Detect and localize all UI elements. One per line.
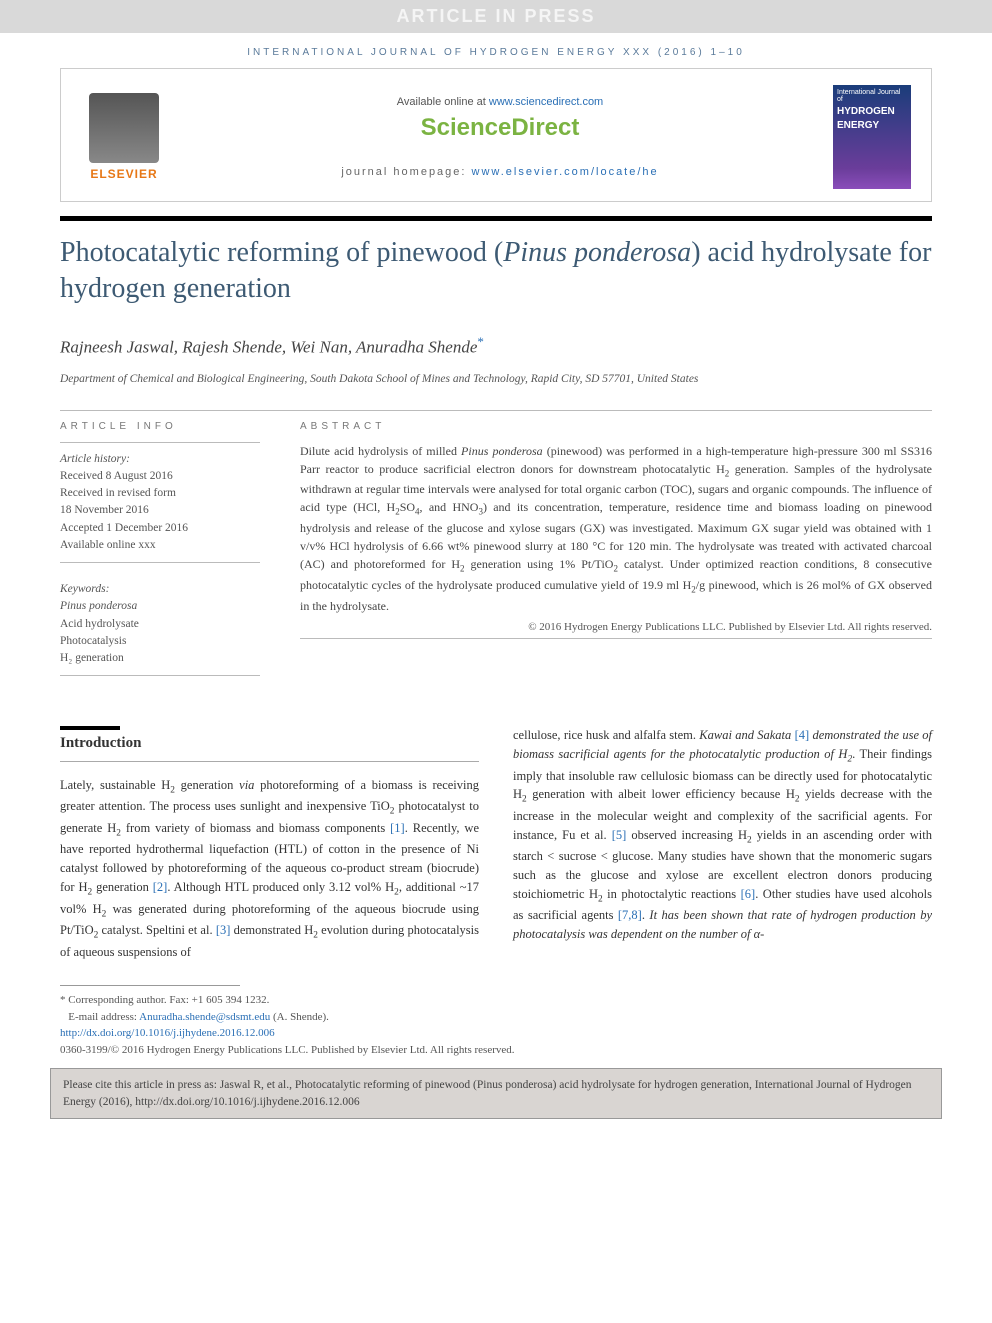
corresponding-author-note: * Corresponding author. Fax: +1 605 394 … [60,992,932,1009]
authors-text: Rajneesh Jaswal, Rajesh Shende, Wei Nan,… [60,337,477,356]
keywords-block: Keywords: Pinus ponderosa Acid hydrolysa… [60,573,260,676]
journal-homepage-link[interactable]: www.elsevier.com/locate/he [472,166,659,178]
abstract-copyright: © 2016 Hydrogen Energy Publications LLC.… [300,619,932,636]
footnotes: * Corresponding author. Fax: +1 605 394 … [60,992,932,1058]
corresponding-asterisk: * [477,334,484,349]
article-info-column: ARTICLE INFO Article history: Received 8… [60,415,260,677]
banner-text: ARTICLE IN PRESS [396,6,595,26]
introduction-heading: Introduction [60,732,479,762]
ref-link-1[interactable]: [1] [390,821,405,835]
ref-link-7-8[interactable]: [7,8] [618,908,642,922]
keyword-1: Pinus ponderosa [60,600,137,612]
received-date: Received 8 August 2016 [60,470,173,482]
abstract-label: ABSTRACT [300,415,932,442]
elsevier-label: ELSEVIER [90,167,157,181]
article-in-press-banner: ARTICLE IN PRESS [0,0,992,33]
intro-paragraph-1: Lately, sustainable H2 generation via ph… [60,776,479,962]
elsevier-logo[interactable]: ELSEVIER [81,93,167,181]
intro-divider-bar [60,726,120,730]
sciencedirect-brand: ScienceDirect [179,114,821,142]
sciencedirect-url-link[interactable]: www.sciencedirect.com [489,96,603,108]
authors-line: Rajneesh Jaswal, Rajesh Shende, Wei Nan,… [60,334,932,358]
online-date: Available online xxx [60,539,156,551]
email-suffix: (A. Shende). [270,1011,329,1023]
keyword-2: Acid hydrolysate [60,618,139,630]
affiliation: Department of Chemical and Biological En… [60,371,932,387]
header-center: Available online at www.sciencedirect.co… [179,96,821,178]
ref-link-4[interactable]: [4] [795,728,810,742]
body-column-right: cellulose, rice husk and alfalfa stem. K… [513,726,932,961]
doi-link[interactable]: http://dx.doi.org/10.1016/j.ijhydene.201… [60,1027,275,1039]
ref-link-6[interactable]: [6] [741,887,756,901]
body-columns: Introduction Lately, sustainable H2 gene… [60,726,932,961]
revised-line2: 18 November 2016 [60,504,149,516]
info-abstract-row: ARTICLE INFO Article history: Received 8… [60,410,932,677]
ref-link-5[interactable]: [5] [612,828,627,842]
journal-homepage-line: journal homepage: www.elsevier.com/locat… [179,166,821,178]
cover-title-2: ENERGY [837,121,907,131]
email-link[interactable]: Anuradha.shende@sdsmt.edu [139,1011,270,1023]
title-divider-bar [60,216,932,221]
revised-line1: Received in revised form [60,487,176,499]
cover-title-1: HYDROGEN [837,107,907,117]
intro-paragraph-2: cellulose, rice husk and alfalfa stem. K… [513,726,932,944]
abstract-text: Dilute acid hydrolysis of milled Pinus p… [300,442,932,639]
journal-cover-thumbnail[interactable]: International Journal of HYDROGEN ENERGY [833,85,911,189]
citation-box: Please cite this article in press as: Ja… [50,1068,942,1118]
ref-link-3[interactable]: [3] [216,923,231,937]
keyword-4: H₂ generation [60,652,124,664]
accepted-date: Accepted 1 December 2016 [60,522,188,534]
elsevier-tree-icon [89,93,159,163]
available-prefix: Available online at [397,96,489,108]
email-line: E-mail address: Anuradha.shende@sdsmt.ed… [60,1009,932,1026]
journal-reference: INTERNATIONAL JOURNAL OF HYDROGEN ENERGY… [0,33,992,68]
keyword-3: Photocatalysis [60,635,126,647]
ref-link-2[interactable]: [2] [153,880,168,894]
hp-prefix: journal homepage: [341,166,471,178]
cover-small-text: International Journal of [837,89,907,103]
issn-copyright: 0360-3199/© 2016 Hydrogen Energy Publica… [60,1042,932,1059]
body-column-left: Introduction Lately, sustainable H2 gene… [60,726,479,961]
keywords-label: Keywords: [60,583,109,595]
history-label: Article history: [60,453,130,465]
abstract-column: ABSTRACT Dilute acid hydrolysis of mille… [300,415,932,677]
available-online-text: Available online at www.sciencedirect.co… [179,96,821,108]
article-history-block: Article history: Received 8 August 2016 … [60,442,260,564]
header-box: ELSEVIER Available online at www.science… [60,68,932,202]
email-label: E-mail address: [68,1011,139,1023]
article-info-label: ARTICLE INFO [60,415,260,442]
article-title: Photocatalytic reforming of pinewood (Pi… [60,235,932,308]
footnote-separator [60,985,240,986]
